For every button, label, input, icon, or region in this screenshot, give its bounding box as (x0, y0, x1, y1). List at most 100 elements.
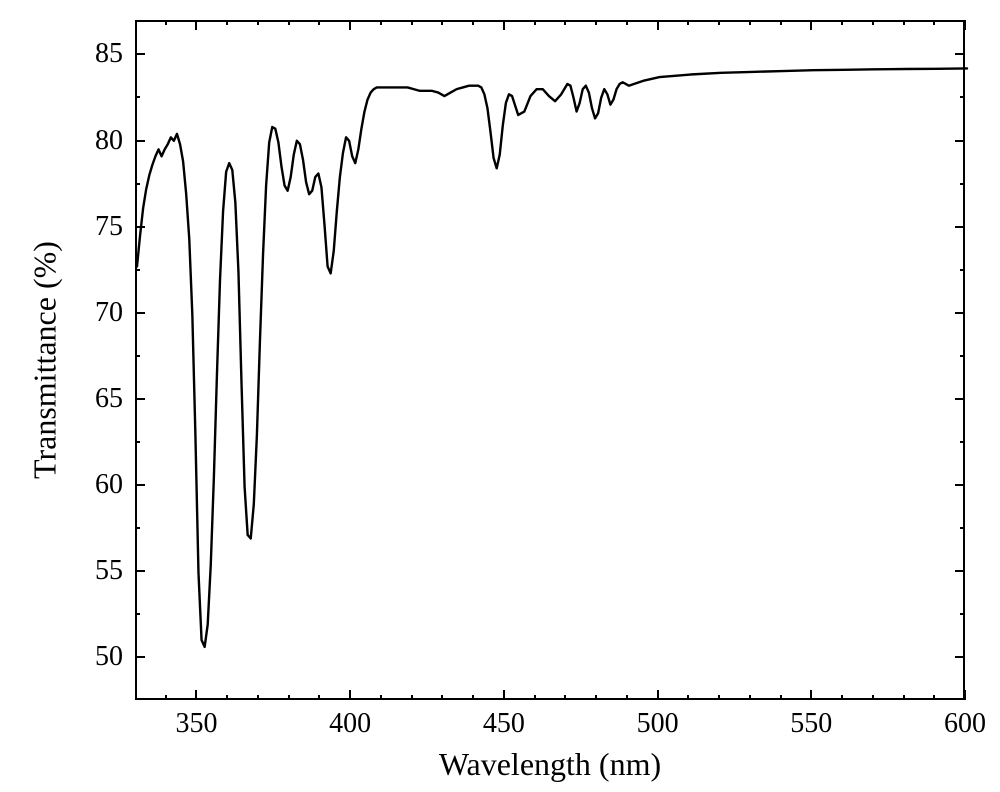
axis-tick (318, 695, 320, 700)
axis-tick (595, 20, 597, 25)
axis-tick (135, 527, 140, 529)
axis-tick (960, 441, 965, 443)
y-tick-label: 75 (95, 211, 123, 243)
axis-tick (257, 20, 259, 25)
axis-tick (903, 20, 905, 25)
axis-tick (135, 183, 140, 185)
axis-tick (903, 695, 905, 700)
plot-area (135, 20, 965, 700)
axis-tick (955, 53, 965, 55)
axis-tick (955, 570, 965, 572)
axis-tick (960, 527, 965, 529)
axis-tick (960, 269, 965, 271)
axis-tick (135, 355, 140, 357)
axis-tick (687, 20, 689, 25)
y-tick-label: 60 (95, 469, 123, 501)
axis-tick (380, 20, 382, 25)
axis-tick (955, 140, 965, 142)
axis-tick (749, 20, 751, 25)
axis-tick (135, 53, 145, 55)
axis-tick (165, 20, 167, 25)
axis-tick (626, 20, 628, 25)
transmittance-line (137, 22, 967, 702)
axis-tick (964, 20, 966, 30)
axis-tick (955, 484, 965, 486)
axis-tick (687, 695, 689, 700)
spectrum-figure: 350 400 450 500 550 600 50 55 60 65 70 75 80 85 Wavel… (0, 0, 1000, 792)
axis-tick (872, 695, 874, 700)
axis-tick (195, 690, 197, 700)
axis-tick (718, 20, 720, 25)
axis-tick (226, 20, 228, 25)
axis-tick (135, 656, 145, 658)
axis-tick (780, 20, 782, 25)
axis-tick (503, 20, 505, 30)
x-tick-label: 500 (637, 708, 679, 740)
y-tick-label: 50 (95, 641, 123, 673)
axis-tick (441, 20, 443, 25)
axis-tick (960, 355, 965, 357)
axis-tick (749, 695, 751, 700)
axis-tick (503, 690, 505, 700)
y-tick-label: 55 (95, 555, 123, 587)
axis-tick (472, 20, 474, 25)
axis-tick (780, 695, 782, 700)
axis-tick (135, 226, 145, 228)
x-axis-label: Wavelength (nm) (439, 746, 661, 783)
axis-tick (135, 484, 145, 486)
y-tick-label: 70 (95, 297, 123, 329)
axis-tick (810, 690, 812, 700)
axis-tick (841, 695, 843, 700)
y-tick-label: 65 (95, 383, 123, 415)
axis-tick (534, 20, 536, 25)
axis-tick (226, 695, 228, 700)
axis-tick (534, 695, 536, 700)
axis-tick (135, 398, 145, 400)
axis-tick (955, 398, 965, 400)
axis-tick (657, 690, 659, 700)
axis-tick (135, 96, 140, 98)
axis-tick (841, 20, 843, 25)
axis-tick (135, 570, 145, 572)
x-tick-label: 350 (175, 708, 217, 740)
axis-tick (955, 226, 965, 228)
axis-tick (288, 20, 290, 25)
axis-tick (960, 96, 965, 98)
axis-tick (349, 20, 351, 30)
axis-tick (564, 20, 566, 25)
axis-tick (318, 20, 320, 25)
axis-tick (657, 20, 659, 30)
y-axis-label: Transmittance (%) (27, 241, 64, 479)
axis-tick (472, 695, 474, 700)
x-tick-label: 550 (790, 708, 832, 740)
x-tick-label: 600 (944, 708, 986, 740)
axis-tick (718, 695, 720, 700)
axis-tick (960, 613, 965, 615)
axis-tick (135, 312, 145, 314)
x-tick-label: 450 (483, 708, 525, 740)
axis-tick (441, 695, 443, 700)
axis-tick (349, 690, 351, 700)
y-tick-label: 85 (95, 38, 123, 70)
axis-tick (135, 269, 140, 271)
axis-tick (411, 695, 413, 700)
axis-tick (564, 695, 566, 700)
x-tick-label: 400 (329, 708, 371, 740)
axis-tick (257, 695, 259, 700)
axis-tick (165, 695, 167, 700)
axis-tick (960, 183, 965, 185)
axis-tick (411, 20, 413, 25)
axis-tick (195, 20, 197, 30)
axis-tick (135, 140, 145, 142)
axis-tick (955, 656, 965, 658)
axis-tick (933, 20, 935, 25)
axis-tick (288, 695, 290, 700)
axis-tick (933, 695, 935, 700)
axis-tick (872, 20, 874, 25)
axis-tick (955, 312, 965, 314)
axis-tick (626, 695, 628, 700)
y-tick-label: 80 (95, 125, 123, 157)
axis-tick (964, 690, 966, 700)
axis-tick (135, 441, 140, 443)
axis-tick (380, 695, 382, 700)
